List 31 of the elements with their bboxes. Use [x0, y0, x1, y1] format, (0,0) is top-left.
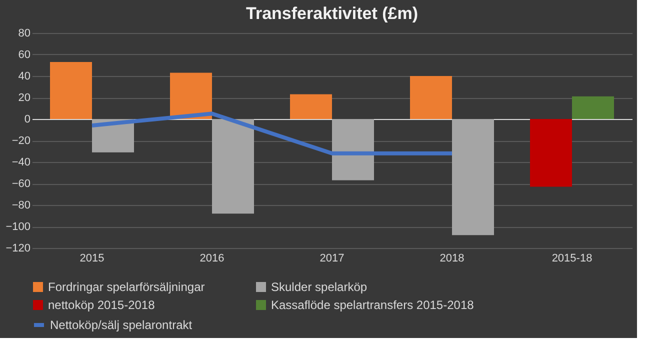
bar [410, 76, 452, 119]
y-tick-label: −20 [12, 135, 30, 147]
x-tick-label: 2016 [200, 252, 224, 264]
bar [530, 119, 572, 187]
legend-label: nettoköp 2015-2018 [48, 298, 156, 312]
y-tick-label: 40 [18, 70, 30, 82]
x-tick-label: 2017 [320, 252, 344, 264]
y-tick-label: −120 [6, 242, 30, 254]
legend-label: Fordringar spelarförsäljningar [48, 280, 205, 294]
y-tick-label: 0 [24, 114, 30, 126]
bar [290, 94, 332, 119]
y-tick-label: 80 [18, 28, 30, 40]
x-tick-label: 2015-18 [552, 252, 592, 264]
y-tick-label: −40 [12, 156, 30, 168]
y-tick-label: 60 [18, 49, 30, 61]
x-tick-label: 2018 [440, 252, 464, 264]
legend-label: Skulder spelarköp [271, 280, 368, 294]
bar [572, 96, 614, 119]
legend-label: Kassaflöde spelartransfers 2015-2018 [271, 298, 474, 312]
bar [50, 62, 92, 119]
y-tick-label: −80 [12, 200, 30, 212]
legend-label: Nettoköp/sälj spelarontrakt [50, 318, 193, 332]
x-tick-label: 2015 [80, 252, 104, 264]
bar [452, 119, 494, 236]
bar [170, 72, 212, 119]
chart-title: Transferaktivitet (£m) [246, 4, 418, 23]
bar [212, 119, 254, 214]
y-tick-label: −100 [6, 221, 30, 233]
bar [332, 119, 374, 180]
y-tick-label: 20 [18, 92, 30, 104]
y-tick-label: −60 [12, 178, 30, 190]
